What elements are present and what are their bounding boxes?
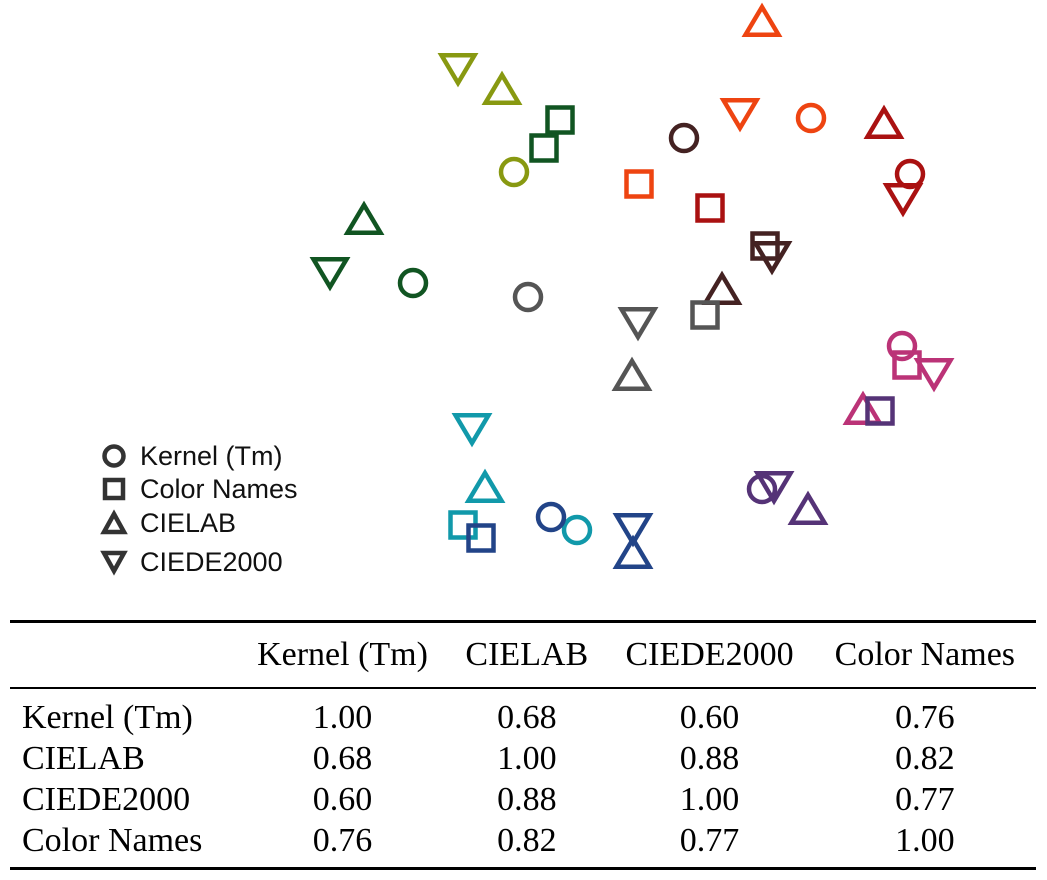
- legend-label-color-names: Color Names: [140, 474, 298, 504]
- scatter-point-triangle-up: [741, 2, 783, 37]
- table-cell: 0.77: [679, 821, 740, 859]
- scatter-point-square: [545, 105, 575, 135]
- table-corner-cell: [10, 622, 237, 689]
- scatter-point-triangle-up: [863, 104, 905, 139]
- scatter-point-circle: [795, 102, 827, 134]
- row-label: Color Names: [22, 821, 203, 859]
- column-header-color-names: Color Names: [834, 636, 1016, 673]
- scatter-point-triangle-down: [751, 241, 793, 276]
- scatter-point-circle: [886, 330, 918, 362]
- row-label: CIEDE2000: [22, 780, 191, 818]
- legend-circle-marker: [102, 444, 126, 468]
- table-cell: 1.00: [312, 698, 373, 736]
- scatter-point-triangle-up: [787, 490, 829, 525]
- legend-triangle-up-marker: [100, 509, 128, 535]
- embedding-scatter-plot: Kernel (Tm) Color Names CIELAB CIEDE2000: [100, 2, 955, 577]
- scatter-point-triangle-down: [753, 471, 795, 506]
- table-row: Color Names 0.76 0.82 0.77 1.00: [10, 820, 1036, 869]
- legend-label-cielab: CIELAB: [140, 508, 236, 538]
- scatter-point-triangle-up: [701, 270, 743, 305]
- column-header-ciede2000: CIEDE2000: [625, 636, 794, 673]
- table-cell: 0.88: [497, 780, 557, 818]
- scatter-point-circle: [498, 156, 530, 188]
- legend-label-ciede2000: CIEDE2000: [140, 547, 283, 577]
- table-row: CIELAB 0.68 1.00 0.88 0.82: [10, 738, 1036, 779]
- table-cell: 0.68: [312, 739, 373, 777]
- legend-square-marker: [102, 477, 126, 501]
- scatter-point-triangle-up: [343, 200, 385, 235]
- scatter-point-triangle-down: [617, 307, 659, 342]
- legend: Kernel (Tm) Color Names CIELAB CIEDE2000: [100, 441, 298, 577]
- table-cell: 1.00: [497, 739, 557, 777]
- scatter-point-square: [865, 396, 895, 426]
- table-cell: 0.82: [895, 739, 955, 777]
- scatter-point-square: [529, 133, 559, 163]
- scatter-point-triangle-up: [611, 356, 653, 391]
- row-label: CIELAB: [22, 739, 145, 777]
- table-cell: 0.77: [895, 780, 955, 818]
- scatter-point-triangle-up: [464, 468, 506, 503]
- scatter-point-circle: [535, 501, 567, 533]
- legend-item-kernel: Kernel (Tm): [102, 441, 283, 471]
- legend-item-ciede2000: CIEDE2000: [100, 547, 283, 577]
- scatter-point-square: [624, 169, 654, 199]
- table-cell: 1.00: [895, 821, 955, 859]
- legend-triangle-down-marker: [100, 550, 128, 576]
- legend-label-kernel: Kernel (Tm): [140, 441, 283, 471]
- table-header-row: Kernel (Tm) CIELAB CIEDE2000 Color Names: [10, 621, 1036, 689]
- table-cell: 0.76: [312, 821, 373, 859]
- table-row: Kernel (Tm) 1.00 0.68 0.60 0.76: [10, 688, 1036, 738]
- scatter-point-triangle-down: [309, 257, 351, 292]
- table-cell: 0.60: [312, 780, 373, 818]
- scatter-point-square: [466, 523, 496, 553]
- scatter-point-triangle-down: [612, 513, 654, 548]
- table-cell: 0.60: [679, 698, 740, 736]
- scatter-point-triangle-down: [882, 183, 924, 218]
- correlation-table: Kernel (Tm) CIELAB CIEDE2000 Color Names…: [10, 620, 1036, 870]
- table-cell: 0.76: [895, 698, 955, 736]
- scatter-point-circle: [561, 514, 593, 546]
- scatter-point-triangle-down: [451, 413, 493, 448]
- table-cell: 0.82: [497, 821, 557, 859]
- scatter-point-circle: [746, 473, 778, 505]
- scatter-point-triangle-down: [437, 53, 479, 88]
- scatter-point-triangle-up: [612, 534, 654, 569]
- scatter-points: [309, 2, 955, 569]
- table-cell: 1.00: [679, 780, 740, 818]
- scatter-point-triangle-down: [719, 98, 761, 133]
- column-header-kernel: Kernel (Tm): [257, 636, 428, 673]
- scatter-point-triangle-up: [481, 70, 523, 105]
- scatter-point-square: [695, 193, 725, 223]
- scatter-point-circle: [668, 122, 700, 154]
- row-label: Kernel (Tm): [22, 698, 193, 736]
- table-cell: 0.88: [679, 739, 740, 777]
- legend-item-color-names: Color Names: [102, 474, 298, 504]
- scatter-point-triangle-up: [842, 390, 884, 425]
- table-row: CIEDE2000 0.60 0.88 1.00 0.77: [10, 779, 1036, 820]
- column-header-cielab: CIELAB: [465, 636, 589, 673]
- scatter-point-circle: [512, 281, 544, 313]
- scatter-point-circle: [397, 267, 429, 299]
- scatter-point-square: [690, 300, 720, 330]
- legend-item-cielab: CIELAB: [100, 508, 236, 538]
- scatter-point-triangle-down: [913, 358, 955, 393]
- table-cell: 0.68: [497, 698, 557, 736]
